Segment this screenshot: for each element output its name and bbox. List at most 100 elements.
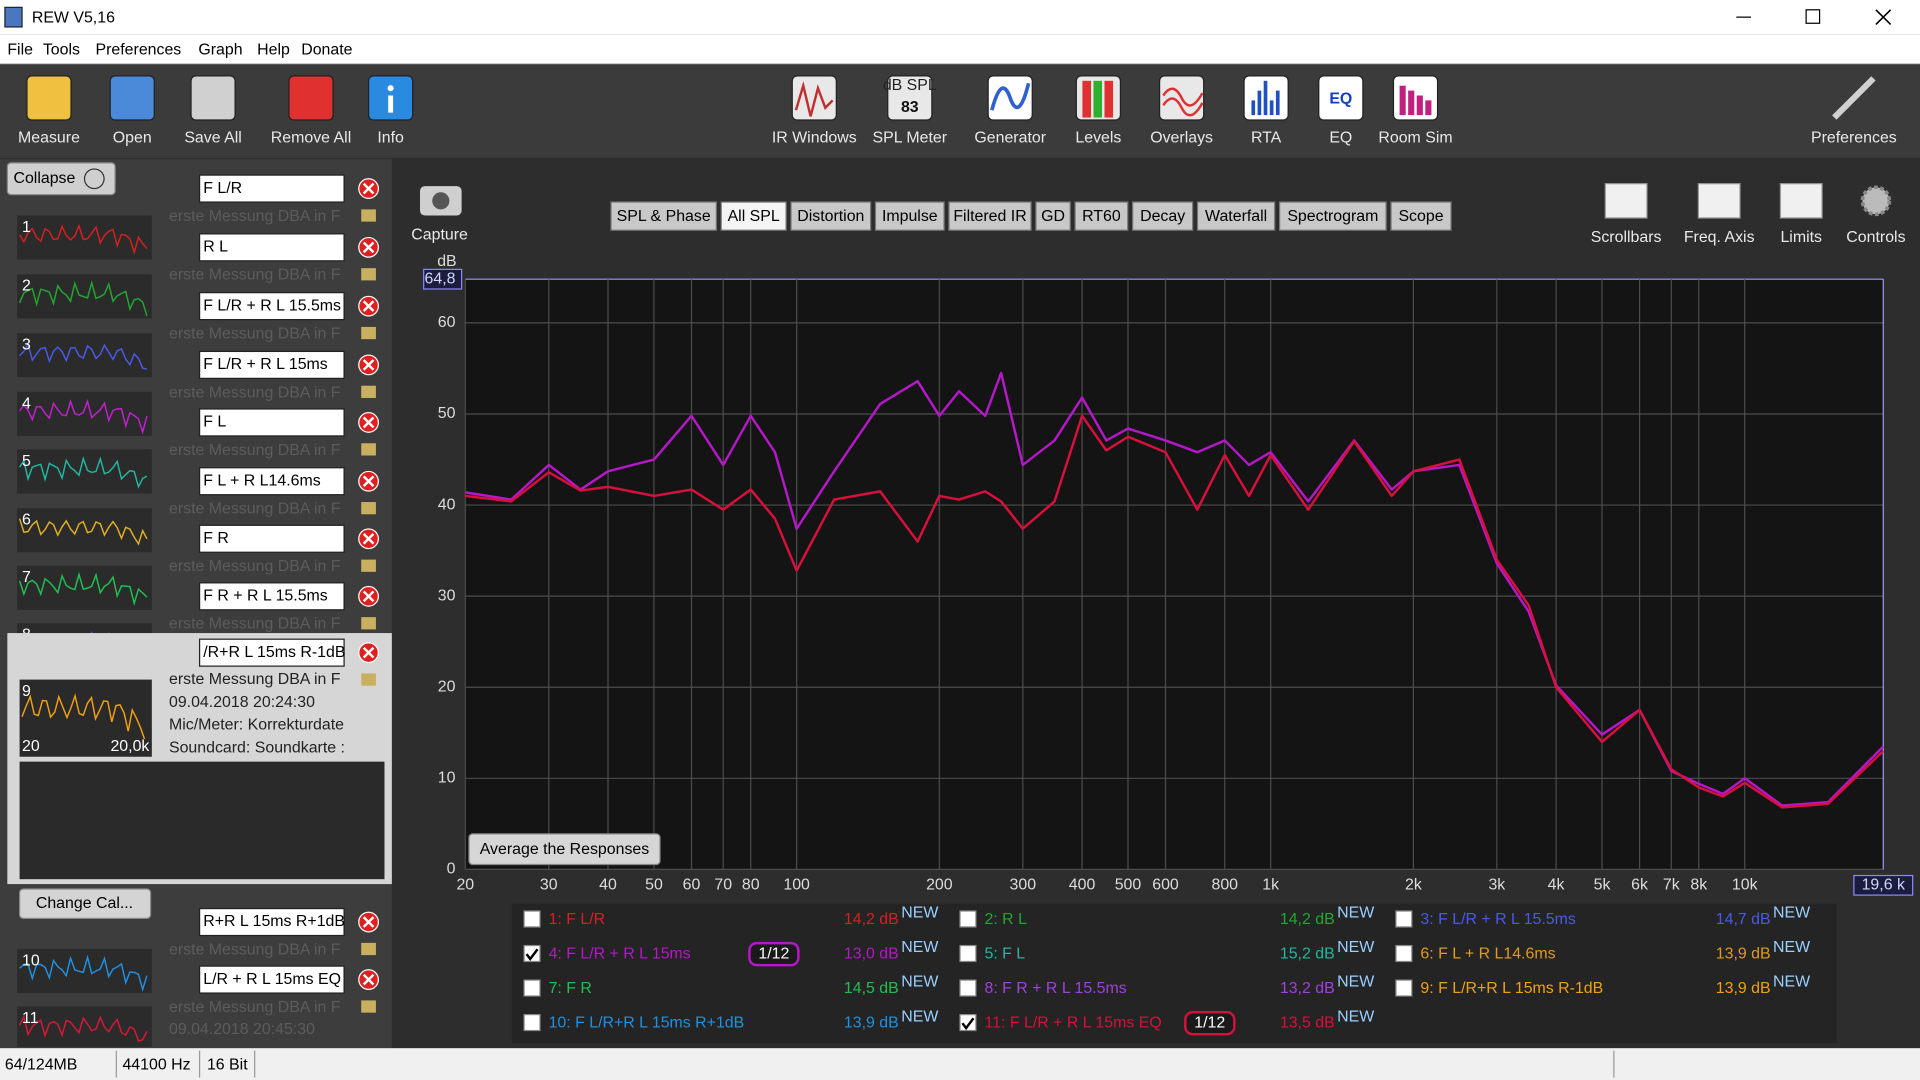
preferences-icon[interactable] bbox=[1832, 76, 1876, 120]
toolbar-label[interactable]: Preferences bbox=[1811, 130, 1897, 147]
toolbar-label[interactable]: SPL Meter bbox=[873, 130, 948, 147]
toolbar-icon[interactable] bbox=[190, 75, 236, 121]
toolbar-label[interactable]: EQ bbox=[1329, 130, 1352, 147]
graph-tab[interactable] bbox=[1035, 201, 1071, 231]
measurement-name[interactable]: L/R + R L 15ms EQ bbox=[203, 971, 341, 988]
name-field[interactable] bbox=[198, 524, 345, 553]
graph-tab[interactable] bbox=[874, 201, 945, 231]
toolbar-icon[interactable] bbox=[288, 75, 334, 121]
legend-checkbox[interactable] bbox=[1395, 910, 1413, 928]
edit-icon[interactable] bbox=[361, 1000, 376, 1013]
name-field[interactable] bbox=[198, 174, 345, 203]
name-field[interactable] bbox=[198, 408, 345, 437]
smoothing-badge[interactable] bbox=[748, 941, 800, 967]
legend-checkbox[interactable] bbox=[959, 979, 977, 997]
legend-checkbox[interactable] bbox=[523, 910, 541, 928]
toolbar-icon[interactable] bbox=[1318, 75, 1364, 121]
measurement-name[interactable]: /R+R L 15ms R-1dB bbox=[203, 644, 345, 661]
toolbar-label[interactable]: IR Windows bbox=[772, 130, 857, 147]
legend-checkbox[interactable] bbox=[959, 944, 977, 963]
measurement-name[interactable]: F L/R + R L 15ms bbox=[203, 356, 328, 373]
graph-button-label[interactable]: Freq. Axis bbox=[1684, 229, 1755, 246]
toolbar-label[interactable]: Overlays bbox=[1150, 130, 1213, 147]
edit-icon[interactable] bbox=[361, 502, 376, 515]
graph-tab[interactable] bbox=[1074, 201, 1129, 231]
measurement-name[interactable]: R+R L 15ms R+1dB bbox=[203, 913, 345, 930]
measurement-name[interactable]: R L bbox=[203, 239, 228, 256]
legend-entry[interactable]: 10: F L/R+R L 15ms R+1dB bbox=[549, 1014, 745, 1031]
graph-button-label[interactable]: Scrollbars bbox=[1591, 229, 1662, 246]
graph-button-icon[interactable] bbox=[1604, 183, 1648, 219]
name-field[interactable] bbox=[198, 233, 345, 262]
toolbar-label[interactable]: Info bbox=[377, 130, 404, 147]
legend-entry[interactable]: 8: F R + R L 15.5ms bbox=[984, 980, 1126, 997]
edit-icon[interactable] bbox=[361, 209, 376, 222]
graph-tab[interactable] bbox=[948, 201, 1032, 231]
graph-tab-label[interactable]: Spectrogram bbox=[1287, 208, 1378, 225]
menu-item[interactable]: File bbox=[7, 41, 33, 58]
toolbar-label[interactable]: Save All bbox=[184, 130, 241, 147]
graph-tab-label[interactable]: Waterfall bbox=[1205, 208, 1267, 225]
menu-item[interactable]: Tools bbox=[43, 41, 80, 58]
graph-tab[interactable] bbox=[720, 201, 787, 231]
graph-tab-label[interactable]: All SPL bbox=[728, 208, 780, 225]
change-cal-label[interactable]: Change Cal... bbox=[36, 895, 133, 912]
graph-tab[interactable] bbox=[610, 201, 717, 231]
toolbar-icon[interactable] bbox=[109, 75, 155, 121]
graph-button-label[interactable]: Limits bbox=[1780, 229, 1822, 246]
measurement-name[interactable]: F L + R L14.6ms bbox=[203, 472, 320, 489]
measurement-name[interactable]: F L bbox=[203, 414, 226, 431]
graph-tab-label[interactable]: Impulse bbox=[882, 208, 938, 225]
menu-item[interactable]: Preferences bbox=[96, 41, 182, 58]
legend-checkbox[interactable] bbox=[523, 979, 541, 997]
legend-checkbox[interactable] bbox=[959, 910, 977, 928]
legend-entry[interactable]: 7: F R bbox=[549, 980, 592, 997]
graph-tab-label[interactable]: Distortion bbox=[797, 208, 864, 225]
graph-tab[interactable] bbox=[1390, 201, 1452, 231]
graph-button-icon[interactable] bbox=[1779, 183, 1823, 219]
graph-button-label[interactable]: Controls bbox=[1846, 229, 1905, 246]
name-field[interactable] bbox=[198, 467, 345, 496]
change-cal-button[interactable] bbox=[18, 888, 152, 919]
menu-item[interactable]: Graph bbox=[198, 41, 242, 58]
legend-checkbox[interactable] bbox=[1395, 979, 1413, 997]
legend-checkbox[interactable] bbox=[523, 944, 541, 963]
graph-tab-label[interactable]: GD bbox=[1041, 208, 1065, 225]
legend-checkbox[interactable] bbox=[523, 1013, 541, 1032]
toolbar-label[interactable]: Room Sim bbox=[1378, 130, 1452, 147]
toolbar-label[interactable]: Levels bbox=[1075, 130, 1121, 147]
toolbar-icon[interactable] bbox=[887, 75, 933, 121]
name-field[interactable] bbox=[198, 965, 345, 994]
graph-tab[interactable] bbox=[790, 201, 872, 231]
restore-button[interactable] bbox=[1805, 9, 1821, 24]
legend-entry[interactable]: 11: F L/R + R L 15ms EQ bbox=[984, 1014, 1161, 1031]
edit-icon[interactable] bbox=[361, 326, 376, 340]
edit-icon[interactable] bbox=[361, 443, 376, 456]
name-field[interactable] bbox=[198, 350, 345, 379]
graph-tab[interactable] bbox=[1132, 201, 1194, 231]
graph-button-icon[interactable] bbox=[1697, 183, 1741, 219]
measurement-name[interactable]: F R bbox=[203, 530, 229, 547]
edit-icon[interactable] bbox=[361, 617, 376, 630]
legend-entry[interactable]: 2: R L bbox=[984, 911, 1027, 928]
measurement-name[interactable]: F L/R + R L 15.5ms bbox=[203, 297, 341, 314]
menu-item[interactable]: Donate bbox=[301, 41, 352, 58]
smoothing-badge[interactable] bbox=[1184, 1010, 1236, 1036]
legend-checkbox[interactable] bbox=[1395, 944, 1413, 963]
name-field[interactable] bbox=[198, 582, 345, 611]
legend-entry[interactable]: 9: F L/R+R L 15ms R-1dB bbox=[1420, 980, 1603, 997]
collapse-label[interactable]: Collapse bbox=[13, 170, 75, 187]
legend-entry[interactable]: 1: F L/R bbox=[549, 911, 606, 928]
name-field[interactable] bbox=[198, 292, 345, 321]
name-field[interactable] bbox=[198, 907, 345, 937]
graph-tab-label[interactable]: RT60 bbox=[1082, 208, 1121, 225]
edit-icon[interactable] bbox=[361, 385, 376, 398]
toolbar-icon[interactable] bbox=[26, 75, 72, 121]
average-button[interactable] bbox=[468, 833, 661, 866]
edit-icon[interactable] bbox=[361, 942, 376, 956]
toolbar-label[interactable]: Open bbox=[113, 130, 152, 147]
legend-entry[interactable]: 6: F L + R L14.6ms bbox=[1420, 945, 1555, 962]
graph-tab-label[interactable]: SPL & Phase bbox=[617, 208, 711, 225]
toolbar-label[interactable]: Remove All bbox=[271, 130, 351, 147]
legend-entry[interactable]: 4: F L/R + R L 15ms bbox=[549, 945, 691, 962]
